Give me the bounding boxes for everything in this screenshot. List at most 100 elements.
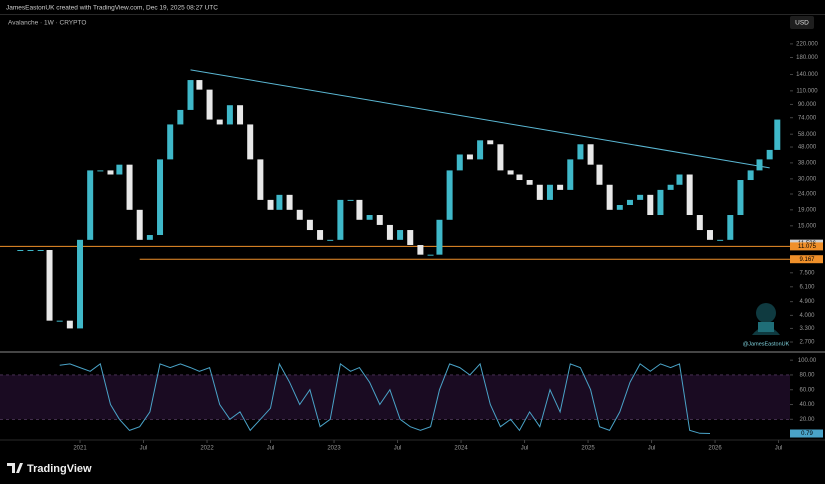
x-tick-label: 2021 xyxy=(73,446,87,452)
candle xyxy=(66,320,73,329)
candle xyxy=(756,159,763,171)
candle xyxy=(667,184,674,190)
candle xyxy=(737,180,744,216)
candle xyxy=(436,219,443,255)
y-tick-label: 140.000 xyxy=(796,72,818,78)
candle xyxy=(386,224,393,240)
y-tick-label: 24.000 xyxy=(798,192,817,198)
x-tick-label: 2024 xyxy=(454,446,468,452)
candle xyxy=(706,230,713,240)
x-tick-label: 2023 xyxy=(327,446,341,452)
candle xyxy=(487,140,494,145)
candle xyxy=(727,215,734,240)
candle xyxy=(596,164,603,185)
candle xyxy=(97,170,104,172)
y-tick-label: 2.700 xyxy=(799,340,815,346)
candle xyxy=(77,239,84,329)
candle xyxy=(536,184,543,200)
candle xyxy=(136,209,143,240)
y-tick-label: 220.000 xyxy=(796,41,818,47)
candle xyxy=(507,170,514,175)
y-tick-label: 90.000 xyxy=(798,102,817,108)
candle xyxy=(107,170,114,175)
y-tick-label: 110.000 xyxy=(796,88,818,94)
candle xyxy=(116,164,123,175)
oscillator-line xyxy=(59,362,711,434)
x-tick-label: Jul xyxy=(521,446,529,452)
price-label: 11.075 xyxy=(798,244,817,250)
y-tick-label: 30.000 xyxy=(798,176,817,182)
candle xyxy=(167,124,174,160)
y-tick-label: 74.000 xyxy=(798,115,817,121)
candle xyxy=(657,189,664,216)
osc-y-tick-label: 40.00 xyxy=(799,402,815,408)
candle xyxy=(376,215,383,225)
trendline xyxy=(190,69,770,169)
candle xyxy=(157,159,164,236)
x-tick-label: Jul xyxy=(394,446,402,452)
candle xyxy=(327,239,334,241)
candle xyxy=(526,180,533,185)
candle xyxy=(37,250,44,252)
x-tick-label: 2025 xyxy=(581,446,595,452)
candle xyxy=(766,149,773,160)
osc-y-tick-label: 100.00 xyxy=(798,358,817,364)
candle xyxy=(557,184,564,190)
candle xyxy=(546,184,553,200)
candle xyxy=(286,194,293,210)
candle xyxy=(226,105,233,125)
candle xyxy=(87,170,94,240)
candle xyxy=(237,105,244,125)
candle xyxy=(56,320,63,322)
candle xyxy=(206,89,213,120)
candle xyxy=(187,80,194,110)
watermark: @JamesEastonUK xyxy=(743,341,790,347)
candle xyxy=(296,209,303,220)
candle xyxy=(686,174,693,216)
y-tick-label: 58.000 xyxy=(798,132,817,138)
candle xyxy=(466,154,473,160)
candle xyxy=(626,199,633,206)
y-tick-label: 15.000 xyxy=(798,223,817,229)
candle xyxy=(567,159,574,190)
candle xyxy=(126,164,133,210)
candle xyxy=(516,174,523,181)
candle xyxy=(717,239,724,241)
y-tick-label: 4.000 xyxy=(799,313,815,319)
y-tick-label: 3.300 xyxy=(799,326,815,332)
candle xyxy=(347,199,354,201)
price-label-box xyxy=(790,255,823,264)
footer-logo xyxy=(7,463,23,473)
currency[interactable]: USD xyxy=(795,20,809,27)
candle xyxy=(616,205,623,210)
candle xyxy=(397,230,404,240)
osc-last-box xyxy=(790,429,823,438)
candle xyxy=(27,250,34,252)
currency-box[interactable] xyxy=(790,16,814,29)
osc-y-tick-label: 20.00 xyxy=(799,417,815,423)
candle xyxy=(337,199,344,240)
candle xyxy=(417,245,424,255)
candle xyxy=(196,80,203,90)
candle xyxy=(676,174,683,185)
y-tick-label: 48.000 xyxy=(798,145,817,151)
candle xyxy=(637,194,644,200)
candle xyxy=(587,144,594,165)
candle xyxy=(427,254,434,256)
y-tick-label: 38.000 xyxy=(798,160,817,166)
footer-brand[interactable]: TradingView xyxy=(27,463,92,475)
candle xyxy=(257,159,264,200)
candle xyxy=(577,144,584,160)
x-tick-label: Jul xyxy=(140,446,148,452)
oscillator-band xyxy=(0,374,790,420)
candle xyxy=(696,215,703,231)
candle xyxy=(356,199,363,220)
candle xyxy=(247,124,254,160)
x-tick-label: Jul xyxy=(648,446,656,452)
chart-title: Avalanche · 1W · CRYPTO xyxy=(8,20,86,27)
price-label-box xyxy=(790,242,823,251)
candle xyxy=(407,230,414,246)
osc-y-tick-label: 80.00 xyxy=(799,373,815,379)
candle xyxy=(497,144,504,171)
